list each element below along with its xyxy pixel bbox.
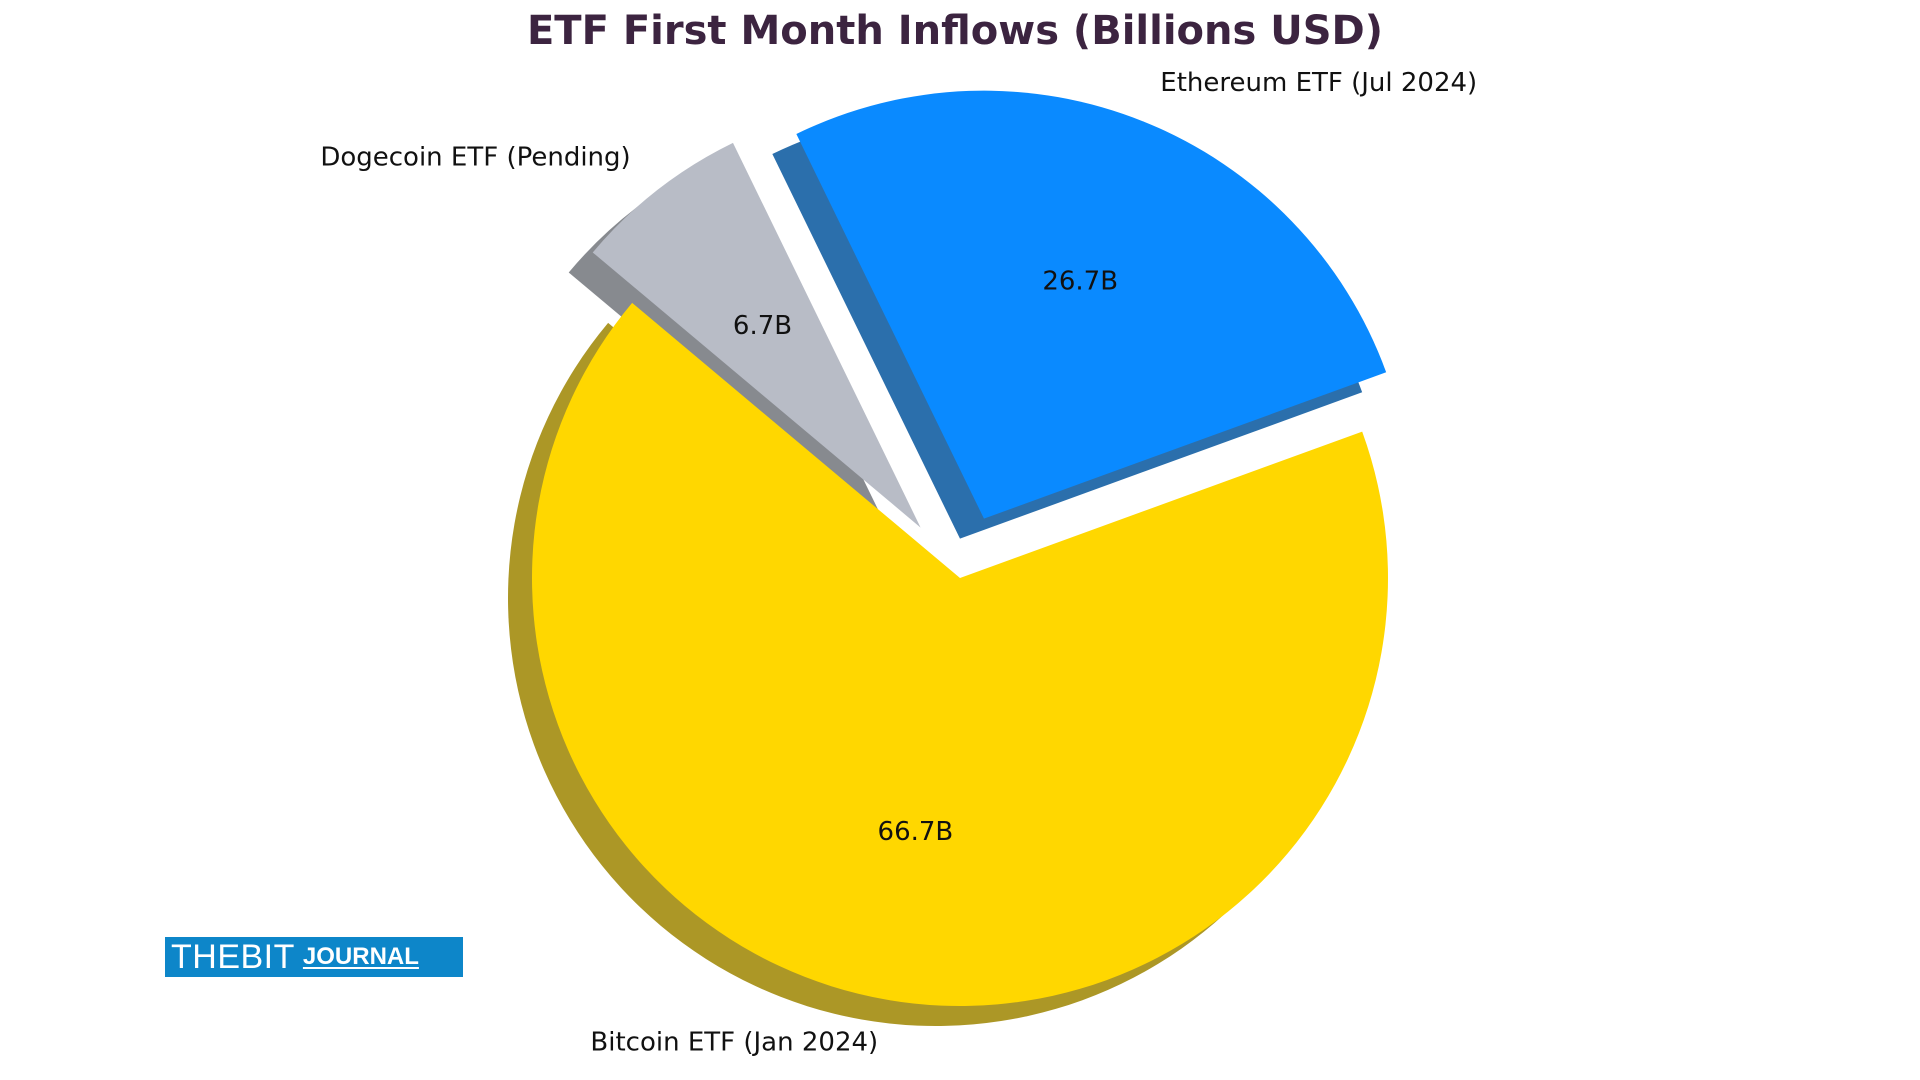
- pie-slices: [531, 90, 1388, 1006]
- value-label-ethereum-etf-jul-2024: 26.7B: [1042, 267, 1118, 297]
- value-label-dogecoin-etf-pending: 6.7B: [733, 311, 792, 341]
- logo-subtitle: JOURNAL: [302, 943, 419, 970]
- thebit-journal-logo: THEBIT JOURNAL: [165, 937, 463, 977]
- chart-title: ETF First Month Inflows (Billions USD): [527, 8, 1383, 54]
- slice-label-dogecoin-etf-pending: Dogecoin ETF (Pending): [320, 143, 630, 173]
- slice-ethereum-etf-jul-2024: [796, 90, 1387, 519]
- value-label-bitcoin-etf-jan-2024: 66.7B: [878, 817, 954, 847]
- slice-bitcoin-etf-jan-2024: [531, 302, 1388, 1006]
- slice-dogecoin-etf-pending: [592, 142, 921, 528]
- slice-label-bitcoin-etf-jan-2024: Bitcoin ETF (Jan 2024): [590, 1028, 878, 1058]
- slice-labels: Bitcoin ETF (Jan 2024) 66.7B Ethereum ETF …: [320, 68, 1477, 1058]
- logo-wordmark: THEBIT: [171, 938, 295, 976]
- slice-label-ethereum-etf-jul-2024: Ethereum ETF (Jul 2024): [1160, 68, 1477, 98]
